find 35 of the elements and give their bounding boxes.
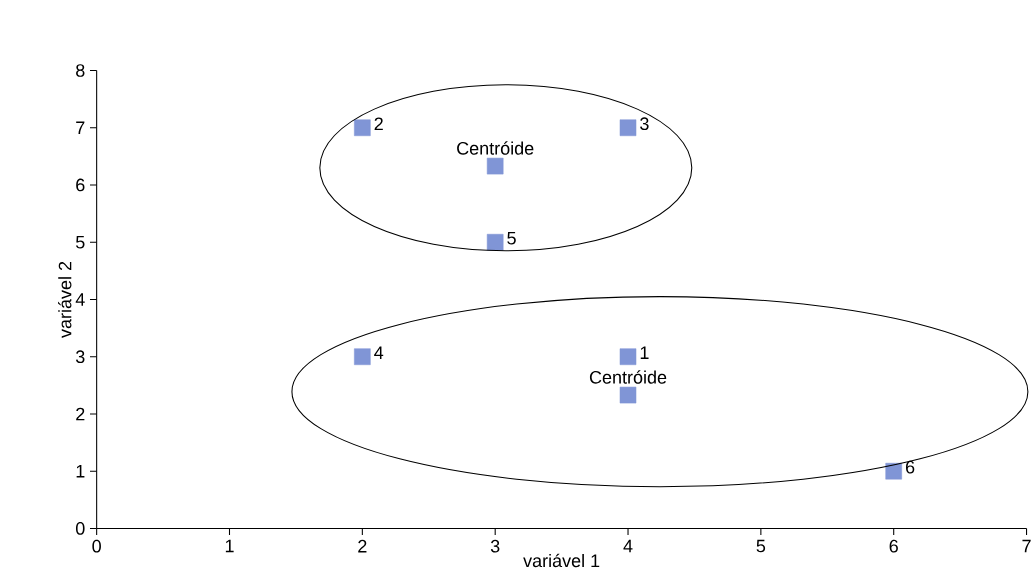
y-tick-label: 2 [76,407,85,421]
x-tick-label: 2 [358,540,367,553]
y-tick-label: 1 [76,465,85,478]
point [885,463,902,480]
annotation: Centróide [457,141,534,155]
x-tick-label: 3 [490,540,500,553]
y-tick-label: 6 [76,178,85,192]
y-tick-label: 7 [76,121,85,135]
y-tick-label: 4 [75,293,85,306]
point [619,119,637,137]
x-tick-label: 6 [889,540,898,553]
annotation: 2 [374,117,383,131]
x-tick-label: 7 [1022,540,1031,553]
x-tick-label: 4 [623,540,633,553]
annotation: 6 [906,461,915,474]
point [619,348,637,366]
y-tick-label: 5 [75,236,85,249]
y-axis-title: variável 2 [58,262,72,339]
annotation: Centróide [589,370,667,384]
point [486,158,504,175]
annotation: 5 [507,232,516,245]
y-tick-label: 8 [76,64,85,78]
point [619,387,637,404]
y-tick-label: 0 [75,522,85,536]
point [354,119,371,137]
point [486,234,504,251]
x-axis-title: variável 1 [523,553,600,568]
point [354,348,371,366]
x-tick-label: 0 [92,540,101,553]
annotation: 1 [640,346,649,360]
annotation: 3 [640,117,649,131]
annotation: 4 [374,346,384,360]
x-tick-label: 5 [756,540,766,553]
x-tick-label: 1 [225,540,234,553]
y-tick-label: 3 [75,350,85,364]
